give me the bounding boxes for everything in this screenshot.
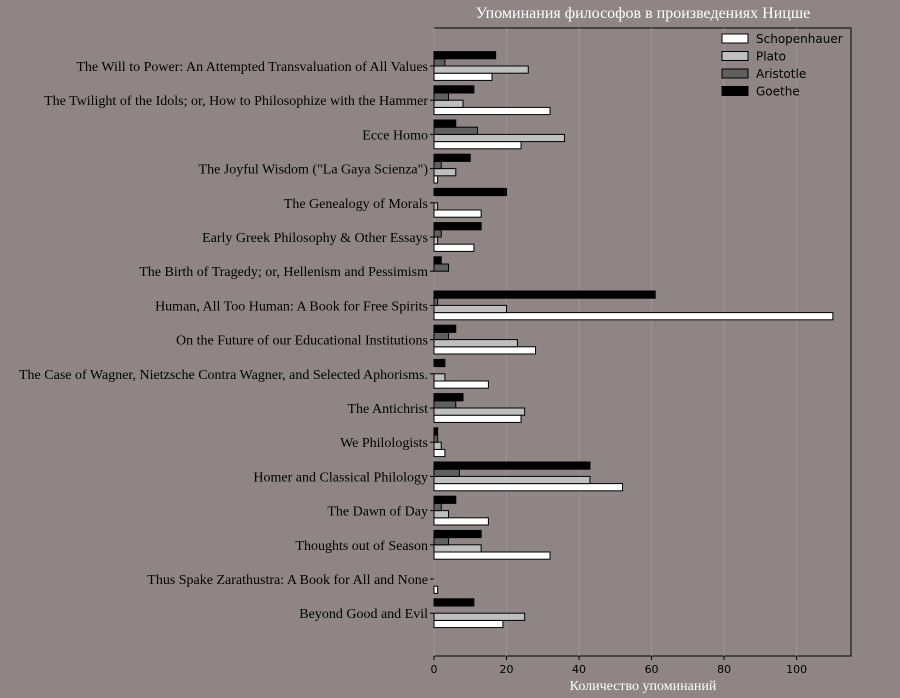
bar-plato: [433, 202, 439, 211]
bar-plato: [433, 168, 457, 177]
x-tick-label: 100: [786, 663, 807, 676]
category-label: Beyond Good and Evil: [299, 607, 428, 622]
bar-goethe: [433, 119, 457, 128]
bar-schopenhauer: [433, 243, 475, 252]
category-label: Human, All Too Human: A Book for Free Sp…: [155, 299, 428, 314]
bars: [433, 51, 834, 629]
bar-goethe: [433, 427, 439, 436]
bar-aristotle: [433, 434, 439, 443]
legend-label-plato: Plato: [756, 50, 786, 64]
bar-goethe: [433, 187, 508, 197]
category-label: The Genealogy of Morals: [284, 197, 428, 212]
bar-schopenhauer: [433, 175, 439, 184]
bar-schopenhauer: [433, 106, 551, 116]
bar-goethe: [433, 598, 475, 607]
bar-goethe: [433, 529, 482, 539]
category-label: The Dawn of Day: [327, 505, 428, 520]
bar-plato: [433, 304, 508, 314]
bar-schopenhauer: [433, 585, 439, 594]
category-label: We Philologists: [340, 436, 428, 451]
bar-goethe: [433, 85, 475, 94]
x-tick-label: 20: [500, 663, 514, 676]
legend-swatch-aristotle: [721, 68, 749, 79]
bar-plato: [433, 373, 446, 382]
bar-goethe: [433, 153, 471, 162]
legend: Schopenhauer Plato Aristotle Goethe: [721, 32, 843, 99]
bar-plato: [433, 133, 566, 143]
legend-label-schopenhauer: Schopenhauer: [756, 32, 843, 46]
bar-aristotle: [433, 58, 446, 67]
bar-schopenhauer: [433, 141, 522, 150]
bar-goethe: [433, 324, 457, 333]
bar-schopenhauer: [433, 346, 537, 355]
bar-aristotle: [433, 126, 479, 135]
legend-swatch-schopenhauer: [721, 33, 749, 44]
bar-schopenhauer: [433, 448, 446, 458]
bar-goethe: [433, 393, 464, 402]
category-label: The Twilight of the Idols; or, How to Ph…: [44, 94, 428, 109]
bar-schopenhauer: [433, 517, 489, 526]
bar-plato: [433, 510, 450, 519]
bar-aristotle: [433, 400, 457, 409]
bar-aristotle: [433, 297, 439, 306]
bar-aristotle: [433, 263, 450, 272]
category-label: Thus Spake Zarathustra: A Book for All a…: [147, 573, 428, 588]
bar-plato: [433, 544, 482, 553]
bar-schopenhauer: [433, 551, 551, 560]
bar-schopenhauer: [433, 380, 489, 389]
bar-goethe: [433, 495, 457, 504]
bar-plato: [433, 441, 442, 450]
x-axis-ticks: 0 20 40 60 80 100: [431, 656, 807, 676]
bar-aristotle: [433, 537, 450, 546]
chart-title: Упоминания философов в произведениях Ниц…: [476, 5, 811, 22]
bar-goethe: [433, 461, 591, 470]
bar-schopenhauer: [433, 72, 493, 81]
category-label: The Joyful Wisdom ("La Gaya Scienza"): [199, 163, 429, 178]
bar-goethe: [433, 290, 656, 299]
bar-aristotle: [433, 502, 442, 512]
category-label: Homer and Classical Philology: [253, 470, 428, 485]
bar-goethe: [433, 358, 446, 368]
category-label: The Will to Power: An Attempted Transval…: [76, 60, 428, 75]
category-label: Thoughts out of Season: [295, 539, 428, 554]
category-label: Ecce Homo: [362, 128, 428, 143]
bar-schopenhauer: [433, 414, 522, 423]
bar-plato: [433, 99, 464, 108]
bar-plato: [433, 407, 526, 416]
bar-plato: [433, 236, 439, 245]
bar-schopenhauer: [433, 209, 482, 218]
bar-plato: [433, 612, 526, 621]
legend-label-goethe: Goethe: [756, 85, 800, 99]
category-label: The Case of Wagner, Nietzsche Contra Wag…: [19, 368, 428, 383]
x-tick-label: 60: [645, 663, 659, 676]
bar-goethe: [433, 222, 482, 231]
bar-aristotle: [433, 160, 442, 170]
legend-label-aristotle: Aristotle: [756, 67, 806, 81]
legend-swatch-goethe: [721, 86, 749, 96]
category-label: The Birth of Tragedy; or, Hellenism and …: [139, 265, 428, 280]
category-label: Early Greek Philosophy & Other Essays: [202, 231, 428, 246]
bar-goethe: [433, 51, 497, 60]
x-tick-label: 80: [717, 663, 731, 676]
bar-plato: [433, 475, 591, 485]
bar-schopenhauer: [433, 312, 834, 321]
x-axis-label: Количество упоминаний: [570, 679, 717, 694]
category-labels: The Will to Power: An Attempted Transval…: [19, 60, 434, 622]
category-label: On the Future of our Educational Institu…: [176, 334, 428, 349]
bar-schopenhauer: [433, 619, 504, 629]
x-tick-label: 0: [431, 663, 438, 676]
bar-goethe: [433, 256, 442, 265]
x-tick-label: 40: [572, 663, 586, 676]
bar-aristotle: [433, 229, 442, 238]
legend-swatch-plato: [721, 51, 749, 61]
bar-plato: [433, 339, 518, 348]
bar-aristotle: [433, 331, 450, 341]
bar-aristotle: [433, 92, 450, 101]
bar-schopenhauer: [433, 483, 624, 492]
bar-plato: [433, 65, 529, 74]
bar-aristotle: [433, 468, 460, 477]
category-label: The Antichrist: [348, 402, 429, 417]
